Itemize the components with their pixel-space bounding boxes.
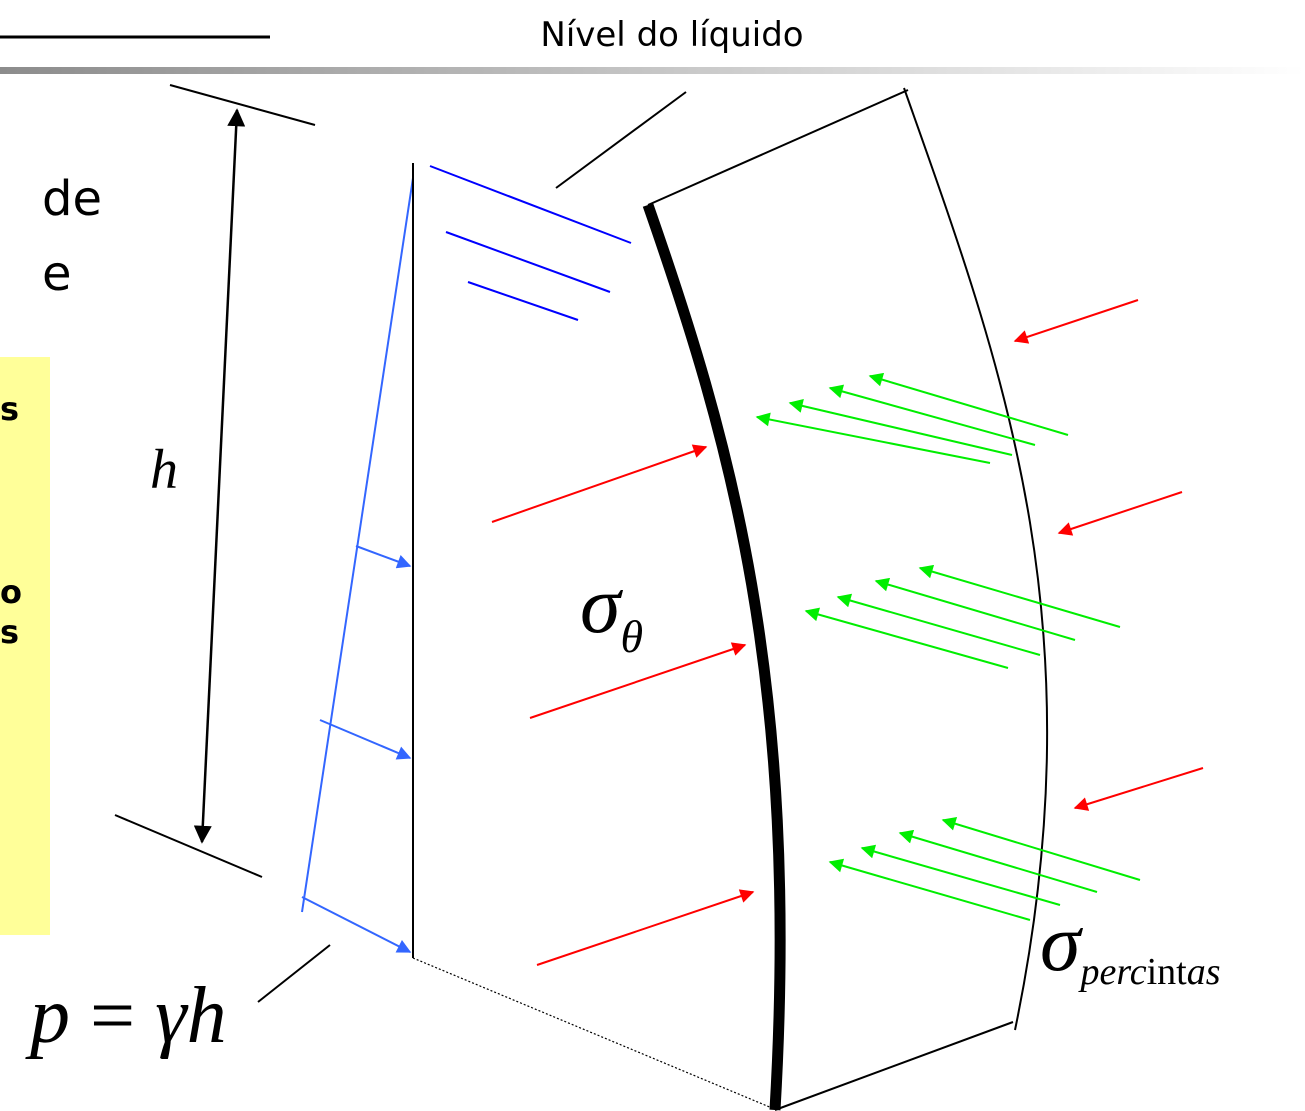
pressure-formula-gamma: γ xyxy=(155,972,189,1060)
green-arrow-3d xyxy=(828,858,1031,921)
hoop-stress-base: σ xyxy=(580,559,624,650)
band-outer-curve xyxy=(903,87,1049,1031)
pressure-formula-leader xyxy=(257,944,331,1003)
green-arrow-1b xyxy=(828,384,1036,446)
red-arrow-left-3 xyxy=(536,889,755,966)
liquid-level-line-3 xyxy=(467,281,579,321)
band-stress-subscript-3: as xyxy=(1187,951,1221,993)
wall-top-edge xyxy=(647,89,909,206)
band-stress-symbol: σpercintas xyxy=(1040,897,1221,993)
red-arrow-left-1 xyxy=(491,444,708,523)
pressure-diagram-edge xyxy=(301,177,414,913)
pressure-formula-h: h xyxy=(187,972,227,1060)
band-stress-subscript-2: int xyxy=(1147,951,1188,993)
left-text-line-1: de xyxy=(42,171,102,227)
hoop-stress-subscript: θ xyxy=(620,611,643,662)
liquid-level-leader xyxy=(555,91,687,189)
bottom-dotted-edge xyxy=(412,957,773,1109)
red-arrow-right-2 xyxy=(1057,491,1183,536)
green-arrow-1d xyxy=(755,412,991,464)
band-stress-subscript-1: perc xyxy=(1077,951,1146,993)
green-arrow-2d xyxy=(804,607,1009,669)
wall-bottom-edge xyxy=(774,1021,1014,1111)
tank-wall-thick-curve xyxy=(642,203,786,1111)
red-arrow-left-2 xyxy=(529,642,747,719)
liquid-level-line-2 xyxy=(445,231,611,293)
red-arrow-right-3 xyxy=(1073,767,1204,811)
header-rule xyxy=(0,67,1305,74)
liquid-level-label: Nível do líquido xyxy=(540,15,803,55)
height-dimension-arrow xyxy=(193,108,246,844)
green-arrow-1c xyxy=(788,399,1013,456)
green-arrow-2c xyxy=(836,593,1041,656)
height-symbol: h xyxy=(150,439,178,501)
pressure-arrow-2 xyxy=(319,719,412,760)
green-arrow-2b xyxy=(874,577,1076,641)
callout-fragment-2: o xyxy=(0,573,22,611)
green-arrow-1a xyxy=(868,372,1069,436)
left-text-line-2: e xyxy=(42,246,72,302)
hoop-stress-symbol: σθ xyxy=(580,559,643,662)
green-arrow-3b xyxy=(898,829,1098,893)
green-arrow-3a xyxy=(941,816,1141,881)
green-arrow-2a xyxy=(918,564,1121,628)
pressure-formula-p: p xyxy=(25,972,70,1060)
green-arrow-3c xyxy=(860,844,1061,906)
callout-fragment-3: s xyxy=(0,613,19,651)
pressure-arrow-3 xyxy=(301,896,412,953)
liquid-level-line-1 xyxy=(429,165,632,244)
band-stress-base: σ xyxy=(1040,897,1084,988)
pressure-formula-equals: = xyxy=(70,972,155,1060)
callout-fragment-1: s xyxy=(0,390,19,428)
pressure-formula: p = γh xyxy=(25,972,227,1060)
bottom-extension-line xyxy=(114,814,263,878)
top-extension-line xyxy=(169,84,316,126)
callout-box xyxy=(0,357,50,935)
red-arrow-right-1 xyxy=(1013,299,1139,344)
pressure-arrow-1 xyxy=(355,545,412,569)
